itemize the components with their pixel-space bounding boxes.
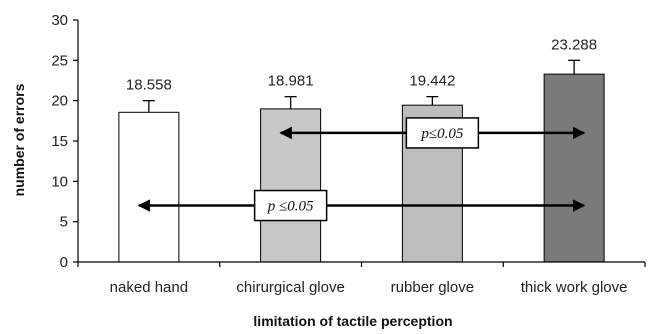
significance-annotations: p≤0.05 p ≤0.05 bbox=[137, 117, 586, 222]
y-tick-label: 10 bbox=[51, 173, 68, 190]
x-category-label: chirurgical glove bbox=[236, 279, 344, 296]
value-label: 23.288 bbox=[551, 36, 597, 53]
value-label: 18.981 bbox=[268, 73, 314, 90]
bars-group: 18.558 18.981 19.442 23.288 bbox=[118, 36, 605, 263]
y-tick-label: 30 bbox=[51, 12, 68, 29]
bar bbox=[118, 111, 180, 263]
y-axis: 0 5 10 15 20 25 30 bbox=[51, 12, 79, 271]
x-axis-title: limitation of tactile perception bbox=[253, 313, 452, 329]
value-label: 18.558 bbox=[126, 77, 172, 94]
value-label: 19.442 bbox=[409, 73, 455, 90]
significance-label: p ≤0.05 bbox=[267, 199, 314, 215]
y-tick-label: 5 bbox=[60, 214, 68, 231]
x-axis: naked hand chirurgical glove rubber glove t… bbox=[77, 261, 646, 296]
y-tick-label: 25 bbox=[51, 52, 68, 69]
y-tick-label: 0 bbox=[60, 254, 68, 271]
x-category-label: rubber glove bbox=[391, 279, 474, 296]
x-category-label: thick work glove bbox=[521, 279, 628, 296]
y-axis-title: number of errors bbox=[11, 83, 27, 196]
y-tick-label: 20 bbox=[51, 93, 68, 110]
x-category-label: naked hand bbox=[110, 279, 188, 296]
bar bbox=[543, 73, 605, 263]
significance-box bbox=[253, 189, 328, 222]
y-tick-label: 15 bbox=[51, 133, 68, 150]
significance-label: p≤0.05 bbox=[420, 126, 463, 142]
significance-box bbox=[405, 117, 480, 149]
